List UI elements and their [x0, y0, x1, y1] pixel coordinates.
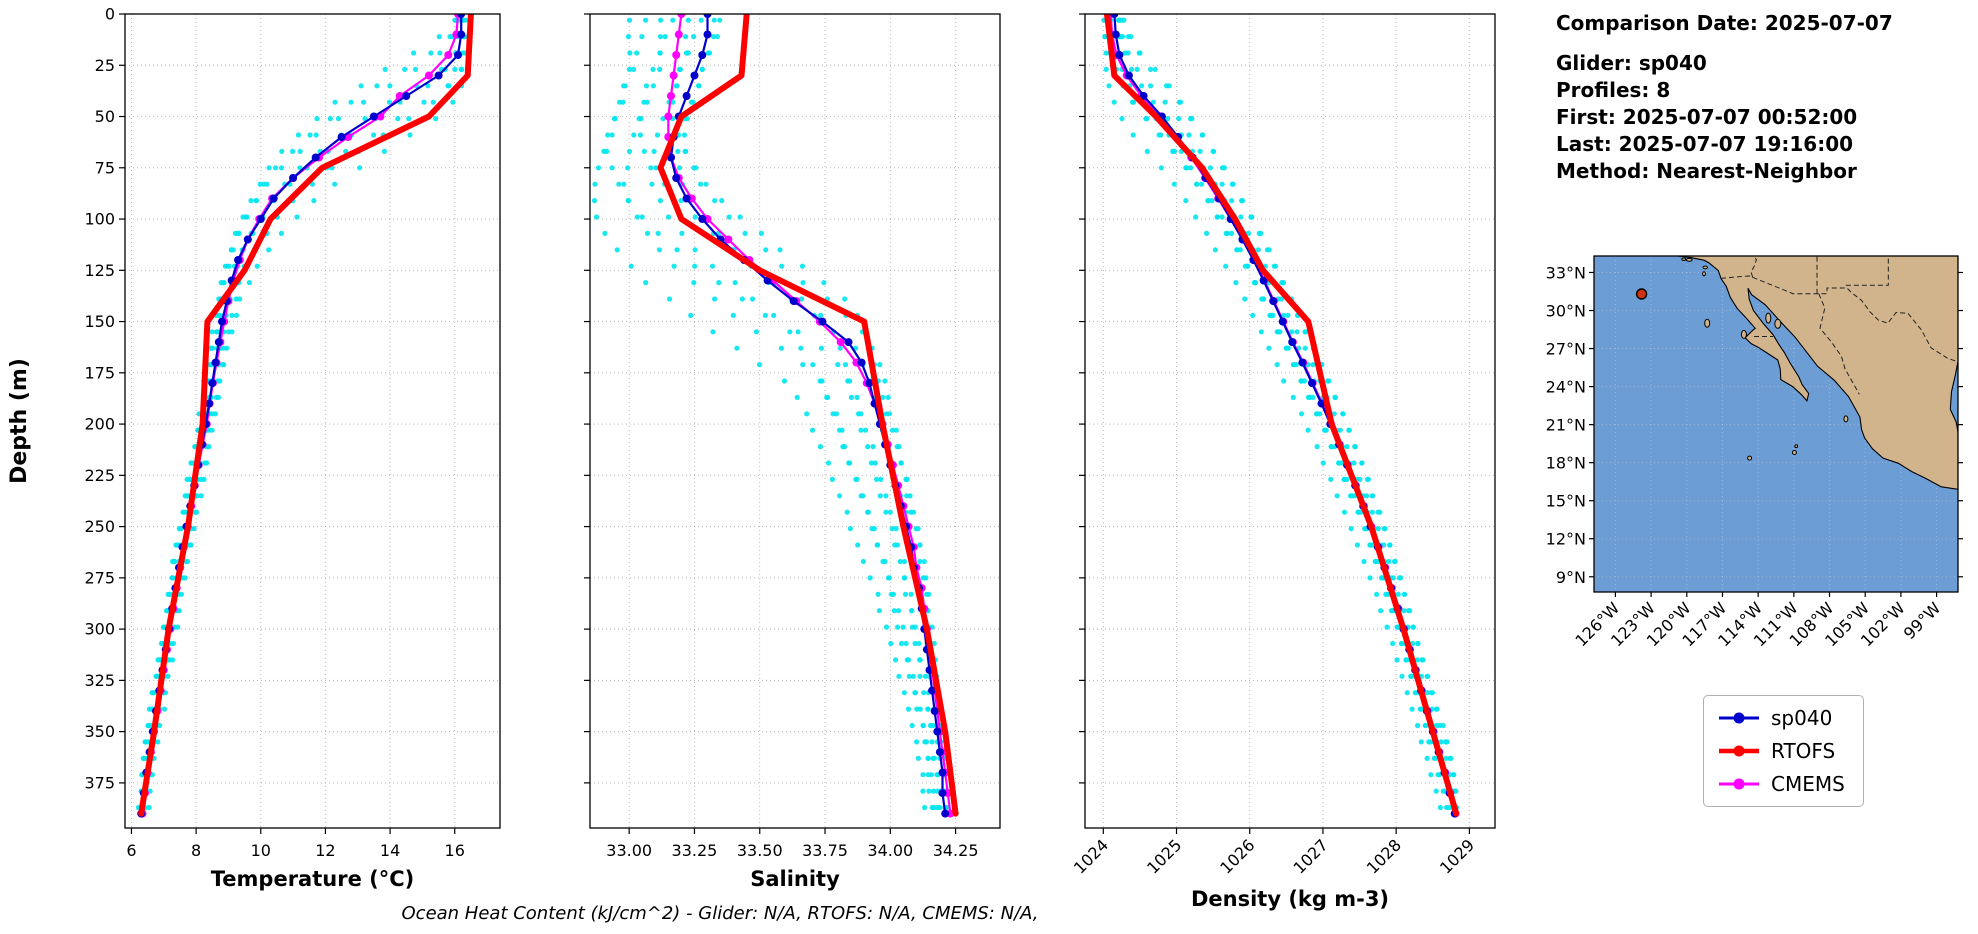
series-rtofs [1104, 14, 1460, 817]
xtick-label: 6 [126, 841, 136, 860]
ytick-label: 200 [84, 415, 115, 434]
map-lat-label: 33°N [1546, 263, 1586, 282]
glider-name-text: Glider: sp040 [1556, 51, 1707, 75]
xtick-label: 10 [251, 841, 271, 860]
method-text: Method: Nearest-Neighbor [1556, 159, 1857, 183]
ylabel-depth: Depth (m) [7, 358, 32, 484]
map-island [1685, 257, 1693, 262]
panel-temperature: 6 8 10 12 14 16 0 25 50 75 100 125 150 175 200 225 250 27… [84, 5, 501, 861]
map-lat-label: 21°N [1546, 416, 1586, 435]
xtick-label: 16 [445, 841, 465, 860]
xlabel-temperature: Temperature (°C) [211, 867, 414, 891]
panel-salinity: 33.00 33.25 33.50 33.75 34.00 34.25 [584, 13, 1001, 860]
map-island [1702, 271, 1706, 277]
ytick-label: 50 [95, 107, 115, 126]
map-borders [1720, 256, 1958, 395]
xtick-label: 33.75 [802, 841, 848, 860]
map-island [1774, 318, 1782, 329]
xtick-label: 33.50 [737, 841, 783, 860]
ticks-salinity: 33.00 33.25 33.50 33.75 34.00 34.25 [584, 13, 979, 860]
xlabel-density: Density (kg m-3) [1191, 887, 1389, 911]
legend-entry-rtofs: RTOFS [1716, 739, 1845, 763]
xtick-label: 12 [315, 841, 335, 860]
ticks-temperature: 6 8 10 12 14 16 0 25 50 75 100 125 150 175 200 225 250 27… [84, 5, 464, 861]
map-island [1702, 265, 1708, 270]
legend: sp040 RTOFS CMEMS [1703, 695, 1864, 807]
comparison-date-text: Comparison Date: 2025-07-07 [1556, 11, 1893, 35]
profile-charts: 6 8 10 12 14 16 0 25 50 75 100 125 150 175 200 225 250 27… [7, 5, 1496, 911]
map-land [1677, 256, 1958, 490]
map-island [1681, 257, 1687, 261]
map-island [1740, 329, 1747, 339]
ocean-heat-content-caption: Ocean Heat Content (kJ/cm^2) - Glider: N… [401, 903, 1039, 924]
map-island [1747, 455, 1753, 461]
xtick-label: 8 [191, 841, 201, 860]
last-profile-time-text: Last: 2025-07-07 19:16:00 [1556, 132, 1854, 156]
series-rtofs [657, 14, 959, 817]
legend-line-dot-icon [1719, 745, 1759, 757]
map-island [1843, 415, 1849, 423]
map-island [1704, 318, 1711, 328]
series-sp040 [667, 14, 950, 818]
legend-line-dot-icon [1719, 712, 1759, 724]
ytick-label: 100 [84, 210, 115, 229]
map-lat-label: 9°N [1556, 568, 1586, 587]
xtick-label: 1029 [1436, 835, 1478, 877]
xtick-label: 1025 [1143, 835, 1185, 877]
ytick-label: 350 [84, 722, 115, 741]
xtick-label: 33.25 [672, 841, 718, 860]
xtick-label: 1024 [1070, 835, 1112, 877]
ytick-label: 175 [84, 363, 115, 382]
map-lat-label: 27°N [1546, 340, 1586, 359]
ytick-label: 300 [84, 620, 115, 639]
legend-entry-cmems: CMEMS [1716, 772, 1845, 796]
xtick-label: 14 [380, 841, 400, 860]
ytick-label: 375 [84, 773, 115, 792]
profiles-count-text: Profiles: 8 [1556, 78, 1671, 102]
series-rtofs [138, 14, 474, 817]
ytick-label: 275 [84, 568, 115, 587]
xtick-label: 34.25 [933, 841, 979, 860]
ytick-label: 75 [95, 158, 115, 177]
xtick-label: 1026 [1216, 835, 1258, 877]
map-lat-label: 24°N [1546, 378, 1586, 397]
info-spacer [1556, 37, 1893, 50]
glider-location-marker [1635, 288, 1648, 300]
map-island [1765, 312, 1772, 324]
ytick-label: 325 [84, 671, 115, 690]
ytick-label: 250 [84, 517, 115, 536]
legend-label-cmems: CMEMS [1771, 772, 1845, 796]
map-lat-label: 12°N [1546, 530, 1586, 549]
xtick-label: 1028 [1363, 835, 1405, 877]
xtick-label: 34.00 [867, 841, 913, 860]
xlabel-salinity: Salinity [750, 867, 840, 891]
legend-line-dot-icon [1719, 778, 1759, 790]
ytick-label: 150 [84, 312, 115, 331]
map-lat-label: 18°N [1546, 454, 1586, 473]
map-lon-label: 99°W [1900, 598, 1945, 643]
info-panel: Comparison Date: 2025-07-07 Glider: sp04… [1556, 10, 1893, 185]
legend-label-sp040: sp040 [1771, 706, 1833, 730]
location-map: 33°N30°N27°N24°N21°N18°N15°N12°N9°N126°W… [1546, 255, 1963, 650]
map-lat-label: 30°N [1546, 302, 1586, 321]
legend-label-rtofs: RTOFS [1771, 739, 1836, 763]
map-island [1791, 450, 1797, 455]
map-island [1794, 444, 1799, 449]
panel-density: 1024 1025 1026 1027 1028 1029 [1070, 13, 1496, 878]
xtick-label: 1027 [1290, 835, 1332, 877]
legend-entry-sp040: sp040 [1716, 706, 1845, 730]
ytick-label: 0 [105, 5, 115, 24]
ytick-label: 125 [84, 261, 115, 280]
map-lat-label: 15°N [1546, 492, 1586, 511]
xtick-label: 33.00 [606, 841, 652, 860]
grid-temperature [125, 13, 500, 828]
first-profile-time-text: First: 2025-07-07 00:52:00 [1556, 105, 1858, 129]
ytick-label: 25 [95, 56, 115, 75]
ytick-label: 225 [84, 466, 115, 485]
